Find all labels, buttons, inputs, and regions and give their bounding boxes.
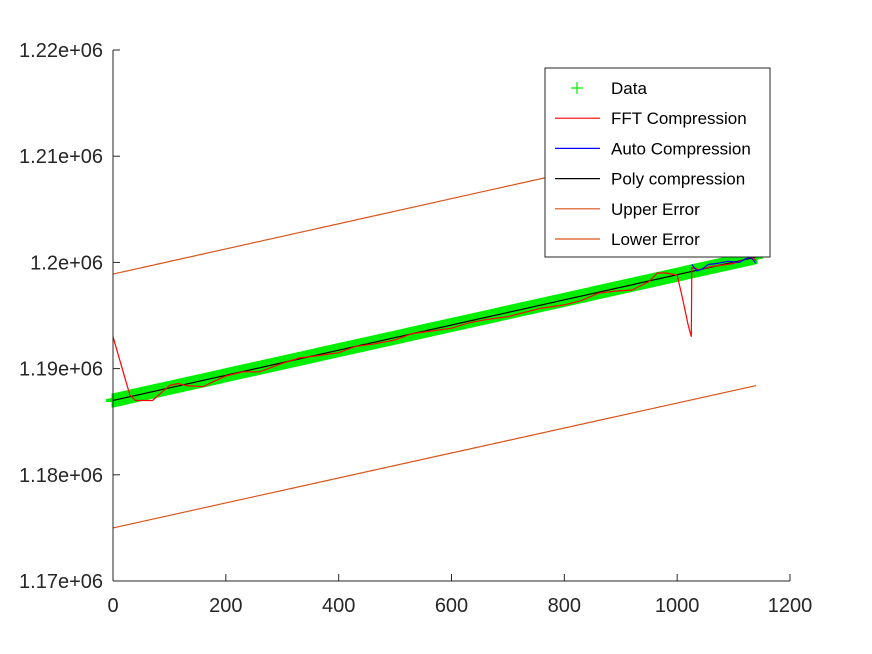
legend-label: FFT Compression <box>611 109 747 128</box>
y-tick-label: 1.19e+06 <box>19 359 103 381</box>
x-tick-label: 800 <box>548 595 581 617</box>
x-tick-label: 1000 <box>655 595 700 617</box>
x-tick-label: 0 <box>107 595 118 617</box>
legend-label: Poly compression <box>611 170 745 189</box>
legend-item-data: Data <box>571 79 647 98</box>
legend-item-poly-compression: Poly compression <box>555 170 745 189</box>
legend-item-lower-error: Lower Error <box>555 230 700 249</box>
y-tick-label: 1.2e+06 <box>30 252 103 274</box>
legend-swatch-marker <box>571 82 583 94</box>
y-tick-label: 1.18e+06 <box>19 465 103 487</box>
legend-item-upper-error: Upper Error <box>555 200 700 219</box>
series-line-auto-compression <box>691 256 757 272</box>
legend: Data FFT Compression Auto Compression Poly … <box>544 67 771 258</box>
x-tick-label: 1200 <box>768 595 813 617</box>
axes: 0 200 400 600 800 1000 1200 1.17e+06 1.18e+06 1.1… <box>19 40 812 617</box>
legend-label: Upper Error <box>611 200 700 219</box>
y-tick-label: 1.21e+06 <box>19 146 103 168</box>
legend-label: Lower Error <box>611 230 700 249</box>
x-tick-label: 400 <box>322 595 355 617</box>
legend-box <box>544 67 771 258</box>
legend-label: Auto Compression <box>611 139 751 158</box>
series-line-poly-compression <box>112 256 757 402</box>
x-tick-label: 600 <box>435 595 468 617</box>
plot-marks <box>106 130 764 529</box>
y-tick-label: 1.17e+06 <box>19 571 103 593</box>
legend-item-fft-compression: FFT Compression <box>555 109 747 128</box>
series-line-fft-compression <box>112 256 757 402</box>
x-tick-label: 200 <box>209 595 242 617</box>
legend-label: Data <box>611 79 647 98</box>
legend-item-auto-compression: Auto Compression <box>555 139 751 158</box>
series-line-lower-error <box>112 385 757 529</box>
y-tick-label: 1.22e+06 <box>19 40 103 62</box>
